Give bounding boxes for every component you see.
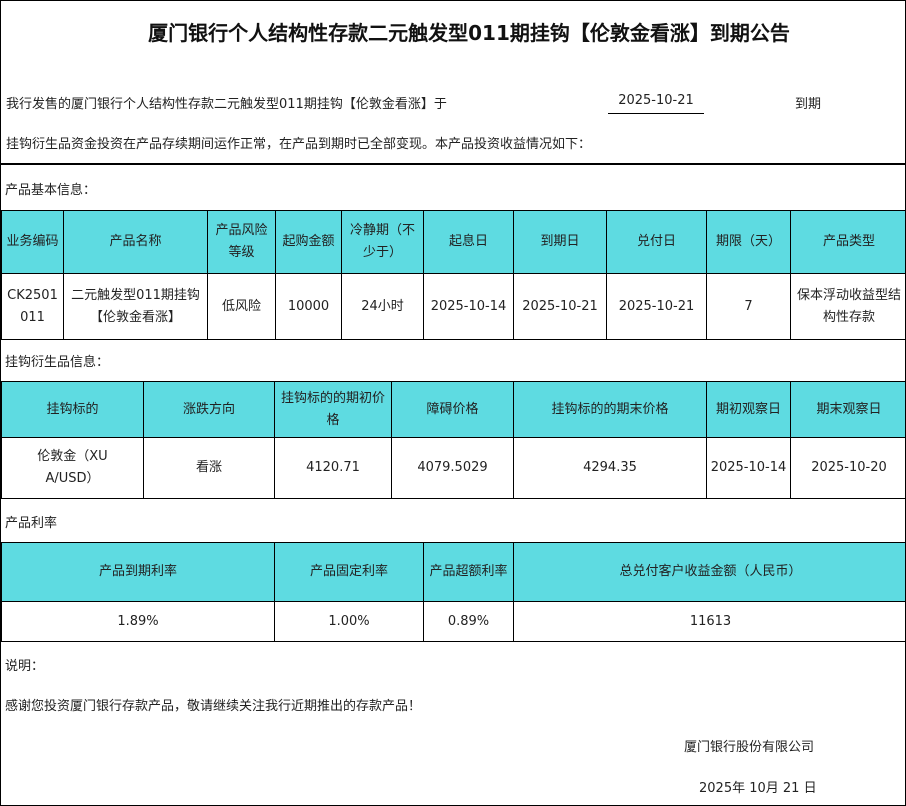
- cell: 10000: [275, 273, 342, 340]
- cell: 2025-10-20: [790, 437, 905, 499]
- intro-suffix: 到期: [795, 97, 822, 112]
- cell: 2025-10-14: [706, 437, 791, 499]
- header-cell: 期末观察日: [790, 381, 905, 438]
- header-cell: 障碍价格: [391, 381, 514, 438]
- cell: 2025-10-21: [606, 273, 707, 340]
- cell: 7: [706, 273, 791, 340]
- intro-line2: 挂钩衍生品资金投资在产品存续期间运作正常，在产品到期时已全部变现。本产品投资收益…: [6, 137, 592, 152]
- table-row: 1.89% 1.00% 0.89% 11613: [1, 601, 905, 642]
- header-cell: 挂钩标的的期初价格: [274, 381, 392, 438]
- table-header-row: 产品到期利率 产品固定利率 产品超额利率 总兑付客户收益金额（人民币）: [1, 542, 905, 602]
- company-name: 厦门银行股份有限公司: [684, 740, 815, 755]
- table-row: 伦敦金（XUA/USD） 看涨 4120.71 4079.5029 4294.35 202…: [1, 437, 905, 499]
- rate-section-label: 产品利率: [5, 516, 58, 531]
- cell: 4120.71: [274, 437, 392, 499]
- cell: 保本浮动收益型结构性存款: [790, 273, 905, 340]
- header-cell: 涨跌方向: [143, 381, 275, 438]
- header-cell: 产品类型: [790, 210, 905, 274]
- cell: 4294.35: [513, 437, 707, 499]
- table-header-row: 业务编码 产品名称 产品风险等级 起购金额 冷静期（不少于） 起息日 到期日 兑付日 期限（天）…: [1, 210, 905, 274]
- divider: [1, 163, 905, 165]
- cell: 24小时: [341, 273, 424, 340]
- header-cell: 产品到期利率: [1, 542, 275, 602]
- cell: 11613: [513, 601, 905, 642]
- cell: 4079.5029: [391, 437, 514, 499]
- cell: CK2501011: [1, 273, 64, 340]
- header-cell: 到期日: [513, 210, 607, 274]
- header-cell: 产品风险等级: [207, 210, 276, 274]
- header-cell: 总兑付客户收益金额（人民币）: [513, 542, 905, 602]
- notes-text: 感谢您投资厦门银行存款产品，敬请继续关注我行近期推出的存款产品！: [5, 699, 422, 714]
- announcement-date: 2025年 10月 21 日: [699, 781, 817, 796]
- cell: 0.89%: [423, 601, 514, 642]
- rate-table: 产品到期利率 产品固定利率 产品超额利率 总兑付客户收益金额（人民币） 1.89% 1.…: [1, 542, 905, 642]
- basic-section-label: 产品基本信息：: [5, 183, 97, 198]
- maturity-date: 2025-10-21: [608, 93, 704, 114]
- header-cell: 起购金额: [275, 210, 342, 274]
- header-cell: 产品固定利率: [274, 542, 424, 602]
- intro-line1: 我行发售的厦门银行个人结构性存款二元触发型011期挂钩【伦敦金看涨】于: [6, 97, 447, 112]
- cell: 伦敦金（XUA/USD）: [1, 437, 144, 499]
- header-cell: 挂钩标的: [1, 381, 144, 438]
- deriv-section-label: 挂钩衍生品信息：: [5, 355, 110, 370]
- cell: 2025-10-21: [513, 273, 607, 340]
- page-title: 厦门银行个人结构性存款二元触发型011期挂钩【伦敦金看涨】到期公告: [148, 21, 790, 45]
- header-cell: 冷静期（不少于）: [341, 210, 424, 274]
- table-header-row: 挂钩标的 涨跌方向 挂钩标的的期初价格 障碍价格 挂钩标的的期末价格 期初观察日 期末观察日: [1, 381, 905, 438]
- header-cell: 业务编码: [1, 210, 64, 274]
- cell: 看涨: [143, 437, 275, 499]
- header-cell: 起息日: [423, 210, 514, 274]
- header-cell: 挂钩标的的期末价格: [513, 381, 707, 438]
- cell: 2025-10-14: [423, 273, 514, 340]
- cell: 低风险: [207, 273, 276, 340]
- cell: 二元触发型011期挂钩【伦敦金看涨】: [63, 273, 208, 340]
- cell: 1.89%: [1, 601, 275, 642]
- derivative-table: 挂钩标的 涨跌方向 挂钩标的的期初价格 障碍价格 挂钩标的的期末价格 期初观察日 期末观察日…: [1, 381, 905, 499]
- header-cell: 产品名称: [63, 210, 208, 274]
- header-cell: 期限（天）: [706, 210, 791, 274]
- basic-info-table: 业务编码 产品名称 产品风险等级 起购金额 冷静期（不少于） 起息日 到期日 兑付日 期限（天）…: [1, 210, 905, 340]
- notes-label: 说明：: [5, 659, 45, 674]
- header-cell: 产品超额利率: [423, 542, 514, 602]
- header-cell: 兑付日: [606, 210, 707, 274]
- table-row: CK2501011 二元触发型011期挂钩【伦敦金看涨】 低风险 10000 24小时 2…: [1, 273, 905, 340]
- cell: 1.00%: [274, 601, 424, 642]
- header-cell: 期初观察日: [706, 381, 791, 438]
